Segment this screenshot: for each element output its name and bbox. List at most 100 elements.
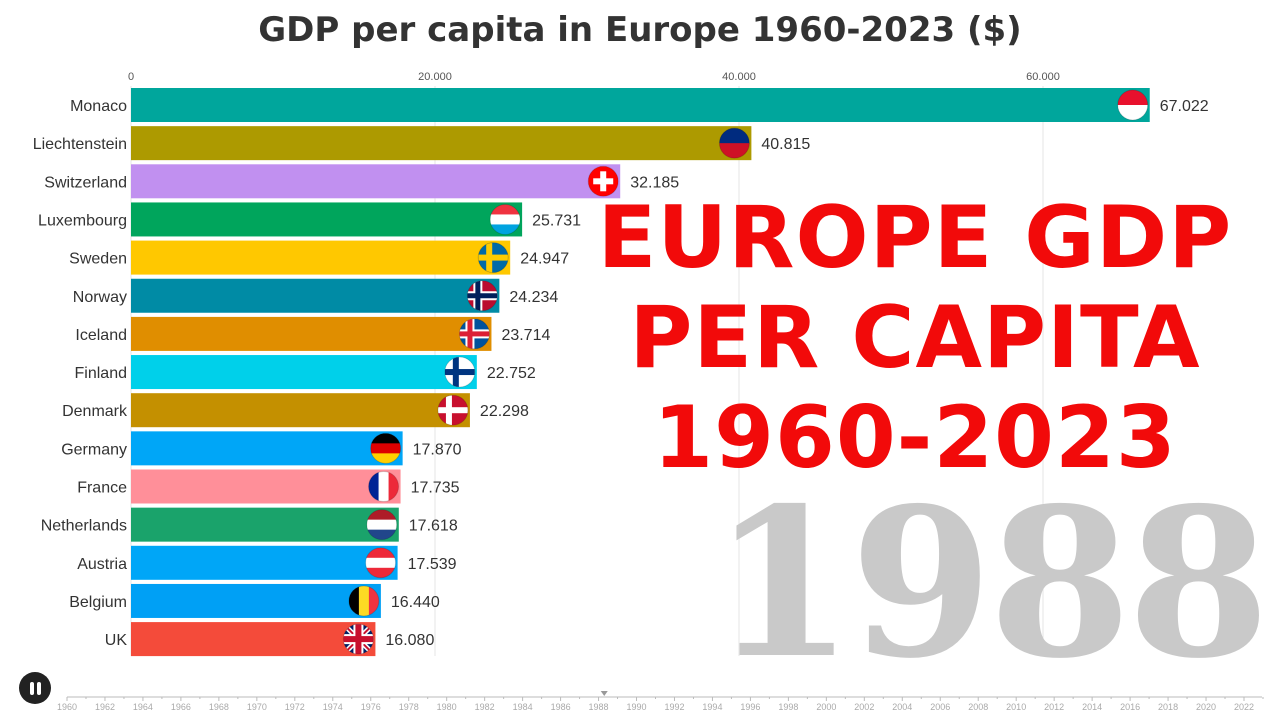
switzerland-flag-icon — [588, 166, 619, 197]
timeline-year-label[interactable]: 1992 — [664, 702, 684, 712]
bar — [131, 355, 477, 390]
bar-row: Liechtenstein 40.815 — [33, 126, 810, 161]
bar — [131, 583, 381, 618]
bar-row: Monaco 67.022 — [70, 88, 1209, 122]
bar-row: France 17.735 — [77, 469, 460, 504]
timeline-year-label[interactable]: 2010 — [1006, 702, 1026, 712]
bar-row: Finland 22.752 — [75, 355, 536, 390]
value-label: 32.185 — [630, 174, 679, 191]
timeline-year-label[interactable]: 1960 — [57, 702, 77, 712]
timeline-year-label[interactable]: 1964 — [133, 702, 153, 712]
bar — [131, 507, 399, 542]
x-tick-label: 40.000 — [722, 71, 756, 83]
category-label: Belgium — [69, 594, 127, 611]
uk-flag-icon — [343, 624, 374, 655]
finland-flag-icon — [444, 357, 475, 388]
bar-row: Iceland 23.714 — [75, 316, 550, 351]
norway-flag-icon — [467, 280, 498, 311]
chart-title: GDP per capita in Europe 1960-2023 ($) — [258, 10, 1022, 50]
value-label: 17.618 — [409, 518, 458, 535]
timeline-year-label[interactable]: 2002 — [854, 702, 874, 712]
pause-button[interactable] — [19, 672, 51, 704]
bar-row: Switzerland 32.185 — [44, 164, 679, 199]
bar-row: Sweden 24.947 — [69, 240, 569, 275]
bar — [131, 545, 398, 580]
bar — [131, 622, 376, 657]
value-label: 24.947 — [520, 251, 569, 268]
timeline-year-label[interactable]: 1976 — [361, 702, 381, 712]
timeline-year-label[interactable]: 1962 — [95, 702, 115, 712]
value-label: 16.440 — [391, 594, 440, 611]
belgium-flag-icon — [348, 585, 379, 616]
monaco-flag-icon — [1117, 90, 1148, 120]
category-label: Liechtenstein — [33, 136, 127, 153]
bar-row: Denmark 22.298 — [62, 393, 529, 428]
category-label: UK — [105, 632, 128, 649]
liechtenstein-flag-icon — [719, 128, 750, 159]
x-tick-label: 0 — [128, 71, 134, 83]
timeline-year-label[interactable]: 1998 — [778, 702, 798, 712]
timeline-year-label[interactable]: 1994 — [702, 702, 722, 712]
timeline-year-label[interactable]: 1982 — [475, 702, 495, 712]
category-label: Germany — [61, 441, 127, 458]
bar — [131, 202, 523, 237]
timeline-year-label[interactable]: 2006 — [930, 702, 950, 712]
timeline-year-label[interactable]: 1988 — [589, 702, 609, 712]
bar — [131, 88, 1150, 122]
timeline-year-label[interactable]: 2004 — [892, 702, 912, 712]
bar — [131, 278, 500, 313]
netherlands-flag-icon — [366, 509, 397, 540]
germany-flag-icon — [370, 433, 401, 464]
category-label: Finland — [75, 365, 127, 382]
luxembourg-flag-icon — [490, 204, 521, 235]
timeline-year-label[interactable]: 1980 — [437, 702, 457, 712]
timeline-year-label[interactable]: 2008 — [968, 702, 988, 712]
timeline-year-label[interactable]: 2016 — [1120, 702, 1140, 712]
timeline-handle[interactable] — [600, 691, 608, 696]
bar-row: Norway 24.234 — [73, 278, 558, 313]
category-label: Austria — [77, 556, 127, 573]
value-label: 22.752 — [487, 365, 536, 382]
overlay-line-1: EUROPE GDP — [597, 188, 1233, 288]
bar — [131, 469, 401, 504]
sweden-flag-icon — [478, 242, 509, 273]
overlay-line-3: 1960-2023 — [653, 388, 1177, 488]
value-label: 17.870 — [413, 441, 462, 458]
category-label: Luxembourg — [38, 212, 127, 229]
timeline-year-label[interactable]: 1990 — [627, 702, 647, 712]
overlay-headline: EUROPE GDP PER CAPITA 1960-2023 — [590, 188, 1240, 488]
category-label: Netherlands — [41, 518, 127, 535]
bar — [131, 126, 752, 161]
timeline-year-label[interactable]: 1968 — [209, 702, 229, 712]
category-label: Switzerland — [44, 174, 127, 191]
value-label: 40.815 — [761, 136, 810, 153]
bar — [131, 393, 470, 428]
value-label: 25.731 — [532, 212, 581, 229]
austria-flag-icon — [365, 547, 396, 578]
timeline-year-label[interactable]: 2014 — [1082, 702, 1102, 712]
timeline-year-label[interactable]: 1984 — [513, 702, 533, 712]
timeline-year-label[interactable]: 1978 — [399, 702, 419, 712]
timeline-year-label[interactable]: 2020 — [1196, 702, 1216, 712]
timeline-year-label[interactable]: 1970 — [247, 702, 267, 712]
timeline-year-label[interactable]: 1974 — [323, 702, 343, 712]
iceland-flag-icon — [459, 318, 490, 349]
bar — [131, 316, 492, 351]
timeline-year-label[interactable]: 1996 — [740, 702, 760, 712]
timeline-year-label[interactable]: 2000 — [816, 702, 836, 712]
denmark-flag-icon — [437, 395, 468, 426]
timeline-year-label[interactable]: 1972 — [285, 702, 305, 712]
x-tick-label: 20.000 — [418, 71, 452, 83]
value-label: 16.080 — [385, 632, 434, 649]
overlay-line-2: PER CAPITA — [629, 288, 1201, 388]
bar-row: Germany 17.870 — [61, 431, 462, 466]
timeline-year-label[interactable]: 2022 — [1234, 702, 1254, 712]
timeline-year-label[interactable]: 2018 — [1158, 702, 1178, 712]
timeline-slider[interactable]: 1960 1962 1964 1966 1968 1970 1972 1974 1976 1978… — [57, 691, 1264, 712]
france-flag-icon — [368, 471, 399, 502]
timeline-year-label[interactable]: 2012 — [1044, 702, 1064, 712]
bar-row: Netherlands 17.618 — [41, 507, 458, 542]
timeline-year-label[interactable]: 1986 — [551, 702, 571, 712]
timeline-year-label[interactable]: 1966 — [171, 702, 191, 712]
